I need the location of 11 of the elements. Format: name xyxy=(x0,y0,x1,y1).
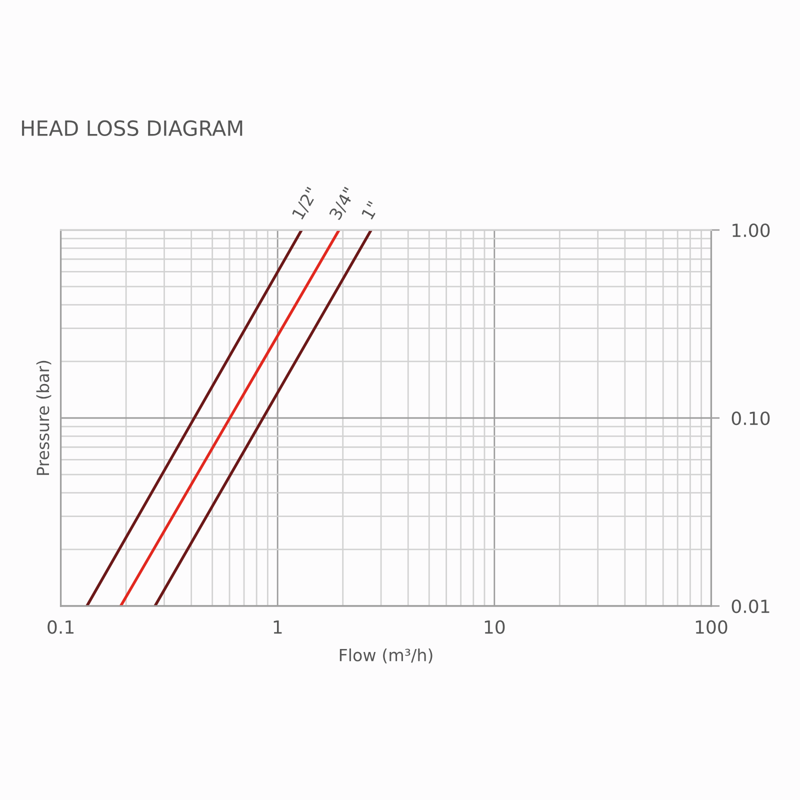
y-tick-label: 1.00 xyxy=(732,223,770,238)
y-axis-title: Pressure (bar) xyxy=(36,360,52,475)
x-tick-label: 0.1 xyxy=(48,620,74,634)
x-axis-title: Flow (m³/h) xyxy=(340,648,432,664)
x-tick-label: 1 xyxy=(274,620,282,634)
x-tick-label: 100 xyxy=(696,620,728,634)
text: 1" xyxy=(361,200,380,220)
chart-title: HEAD LOSS DIAGRAM xyxy=(22,120,242,136)
y-tick-label: 0.01 xyxy=(732,599,770,614)
x-tick-label: 10 xyxy=(484,620,505,634)
y-tick-label: 0.10 xyxy=(732,411,770,426)
